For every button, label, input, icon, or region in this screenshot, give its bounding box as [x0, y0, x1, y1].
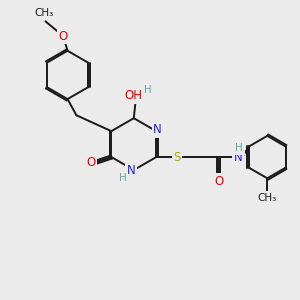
Text: H: H	[119, 173, 127, 183]
Text: N: N	[233, 151, 242, 164]
Text: H: H	[236, 143, 243, 153]
Text: N: N	[153, 123, 162, 136]
Text: H: H	[144, 85, 152, 95]
Text: CH₃: CH₃	[34, 8, 54, 18]
Text: OH: OH	[125, 89, 143, 102]
Text: CH₃: CH₃	[258, 193, 277, 203]
Text: O: O	[58, 30, 68, 43]
Text: N: N	[127, 164, 136, 176]
Text: O: O	[214, 175, 223, 188]
Text: S: S	[173, 151, 181, 164]
Text: O: O	[86, 156, 95, 169]
